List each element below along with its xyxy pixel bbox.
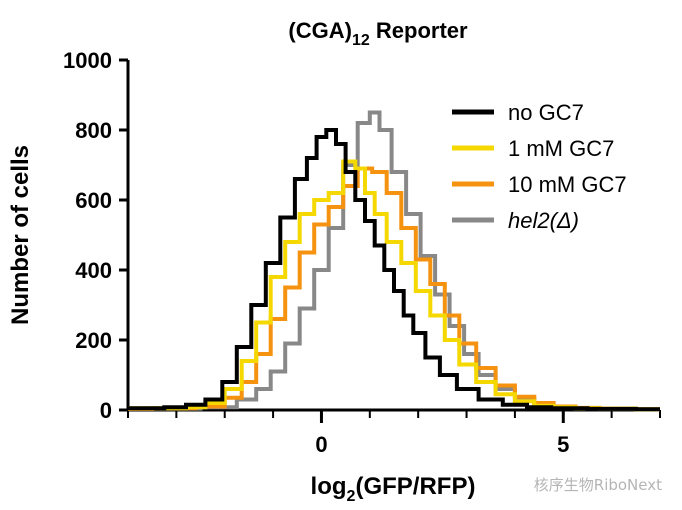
legend-label: 1 mM GC7 — [508, 136, 614, 161]
x-axis-label-rest: (GFP/RFP) — [355, 473, 475, 500]
chart-title-subscript: 12 — [352, 32, 370, 49]
x-axis-label: log2(GFP/RFP) — [311, 473, 476, 505]
legend-label: 10 mM GC7 — [508, 172, 627, 197]
series-line-0 — [128, 128, 660, 412]
x-tick-label: 0 — [315, 432, 327, 457]
series-line-1 — [128, 159, 660, 412]
legend-label: no GC7 — [508, 100, 584, 125]
y-tick-label: 400 — [75, 258, 112, 283]
chart-title-main: (CGA) — [288, 18, 352, 43]
x-tick-label: 5 — [557, 432, 569, 457]
series-lines — [128, 110, 660, 412]
y-tick-label: 200 — [75, 328, 112, 353]
chart-title-rest: Reporter — [370, 18, 468, 43]
y-tick-label: 0 — [100, 398, 112, 423]
y-tick-label: 800 — [75, 118, 112, 143]
y-tick-label: 600 — [75, 188, 112, 213]
legend: no GC7 1 mM GC7 10 mM GC7 hel2(Δ) — [452, 100, 627, 233]
y-axis-label: Number of cells — [7, 145, 34, 325]
watermark-text: 核序生物RiboNext — [534, 476, 662, 494]
chart-title: (CGA)12 Reporter — [288, 18, 468, 49]
y-tick-label: 1000 — [63, 48, 112, 73]
x-axis-label-main: log — [311, 473, 347, 500]
y-axis: 0 200 400 600 800 1000 — [63, 48, 130, 423]
legend-label: hel2(Δ) — [508, 208, 579, 233]
x-axis-label-subscript: 2 — [347, 488, 356, 505]
